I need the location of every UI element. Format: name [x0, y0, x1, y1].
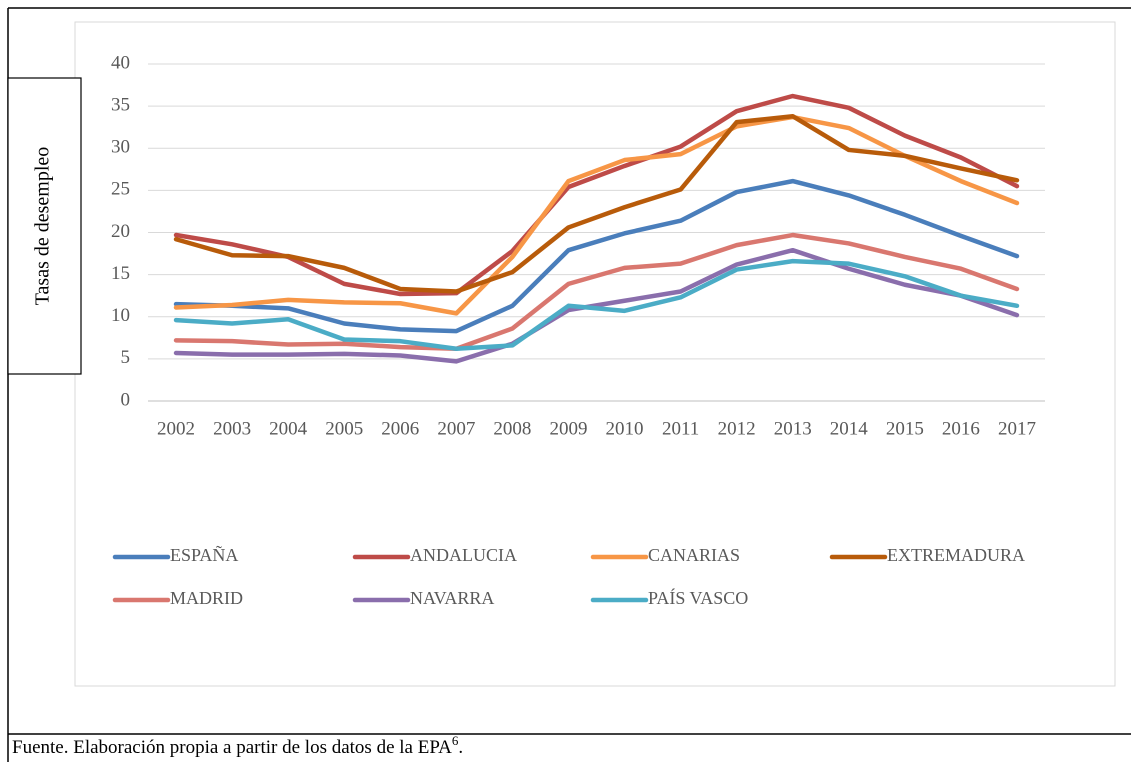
series-line [173, 247, 1020, 364]
x-tick-label: 2013 [774, 418, 812, 439]
footnote: 6 [452, 733, 459, 748]
legend-label: MADRID [170, 588, 243, 608]
y-axis-title: Tasas de desempleo [32, 147, 54, 306]
source-end: . [458, 737, 463, 758]
x-tick-label: 2004 [269, 418, 308, 439]
series-line [173, 232, 1020, 352]
series-line [173, 113, 1020, 294]
series-line [173, 114, 1020, 316]
x-tick-label: 2014 [830, 418, 869, 439]
legend-label: PAÍS VASCO [648, 587, 748, 608]
x-tick-label: 2007 [437, 418, 475, 439]
x-tick-label: 2017 [998, 418, 1036, 439]
y-axis-title-box [7, 77, 82, 375]
legend-label: ANDALUCIA [410, 545, 517, 565]
legend-label: NAVARRA [410, 588, 494, 608]
y-tick-label: 10 [111, 305, 130, 326]
y-tick-label: 40 [111, 52, 130, 73]
source-note: Fuente. Elaboración propia a partir de l… [12, 733, 463, 758]
series-line [173, 93, 1020, 297]
x-tick-label: 2005 [325, 418, 363, 439]
y-tick-label: 20 [111, 221, 130, 242]
legend-label: ESPAÑA [170, 544, 238, 565]
x-tick-label: 2002 [157, 418, 195, 439]
x-tick-label: 2010 [606, 418, 644, 439]
y-tick-label: 5 [121, 347, 131, 368]
x-tick-label: 2012 [718, 418, 756, 439]
x-tick-label: 2008 [493, 418, 531, 439]
source-text: Fuente. Elaboración propia a partir de l… [12, 737, 452, 758]
x-tick-label: 2003 [213, 418, 251, 439]
x-tick-label: 2011 [662, 418, 699, 439]
series-line [173, 178, 1020, 334]
legend-label: EXTREMADURA [887, 545, 1025, 565]
x-tick-label: 2016 [942, 418, 980, 439]
x-tick-label: 2015 [886, 418, 924, 439]
y-tick-label: 0 [121, 389, 131, 410]
x-tick-label: 2009 [549, 418, 587, 439]
y-tick-label: 30 [111, 137, 130, 158]
x-tick-label: 2006 [381, 418, 419, 439]
y-tick-label: 25 [111, 179, 130, 200]
legend-label: CANARIAS [648, 545, 740, 565]
y-tick-label: 15 [111, 263, 130, 284]
series-line [173, 258, 1020, 352]
y-tick-label: 35 [111, 94, 130, 115]
